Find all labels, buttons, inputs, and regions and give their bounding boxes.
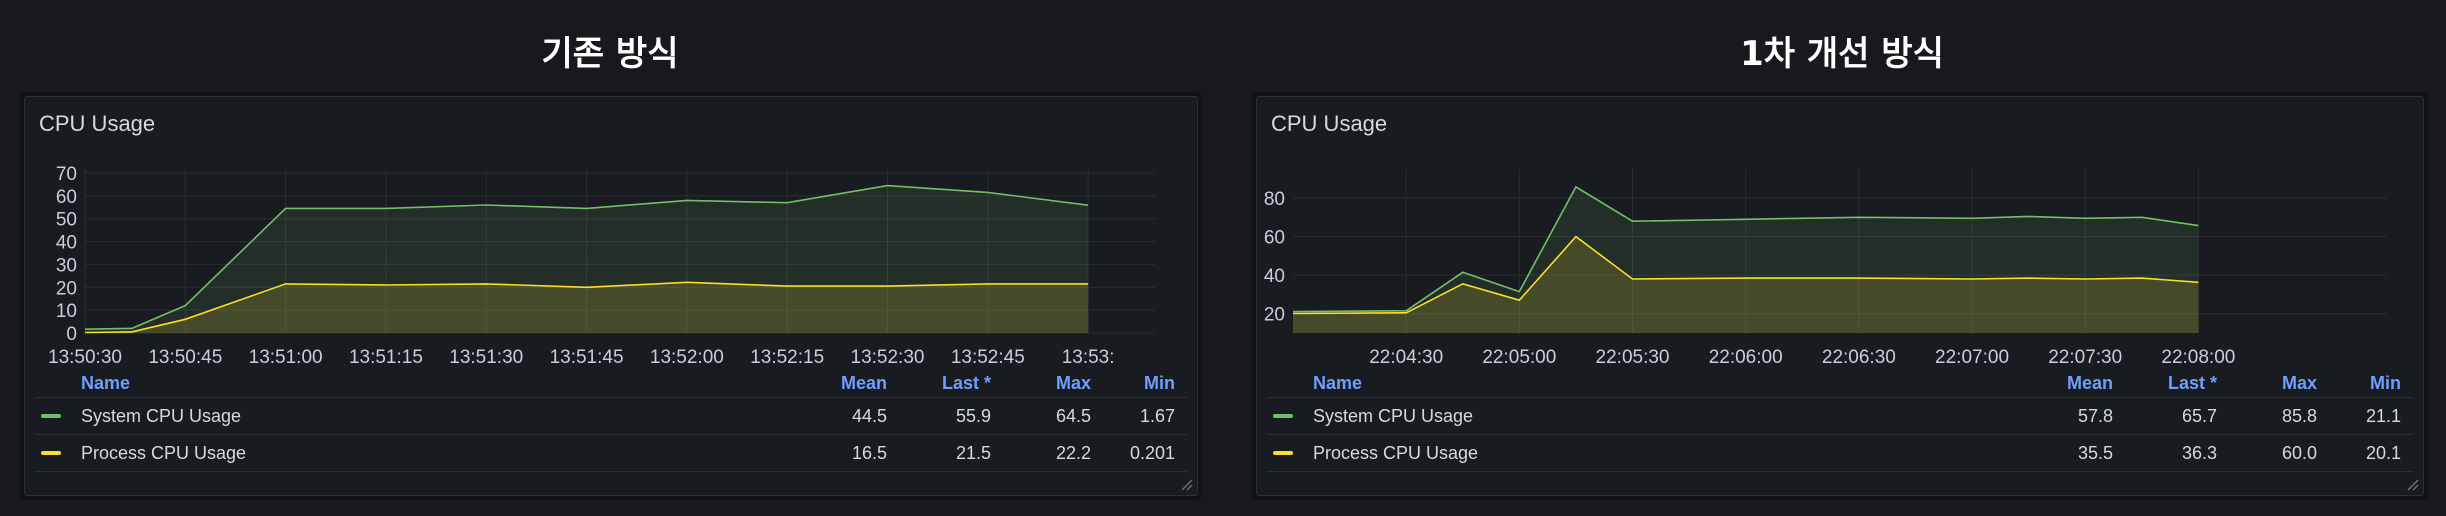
x-tick-label: 22:05:00 [1482, 347, 1556, 368]
cpu-usage-panel-baseline: CPU Usage 0 10 20 30 40 50 60 70 13:50:30 13:50:4… [24, 96, 1198, 496]
left-column-title: 기존 방식 [541, 34, 679, 74]
series-line-process [1292, 235, 2199, 315]
series-last: 21.5 [955, 443, 991, 463]
x-tick-label: 13:51:30 [449, 347, 523, 368]
x-tick-label: 13:50:45 [148, 347, 222, 368]
x-tick-label: 22:06:30 [1822, 347, 1896, 368]
legend-header-max[interactable]: Max [1055, 373, 1091, 393]
right-column-title: 1차 개선 방식 [1740, 34, 1944, 74]
series-name[interactable]: Process CPU Usage [1313, 443, 1479, 463]
series-mean: 57.8 [2077, 406, 2113, 426]
legend-header-name[interactable]: Name [81, 373, 131, 393]
series-last: 65.7 [2181, 406, 2217, 426]
y-tick-label: 40 [56, 233, 77, 254]
x-tick-label: 22:05:30 [1596, 347, 1670, 368]
legend-header-last[interactable]: Last * [2167, 373, 2217, 393]
series-name[interactable]: System CPU Usage [1313, 406, 1474, 426]
legend-header-mean[interactable]: Mean [2066, 373, 2113, 393]
legend-table: Name Mean Last * Max Min System CPU Usag… [1267, 369, 2413, 472]
y-tick-label: 70 [56, 164, 77, 185]
series-max: 60.0 [2281, 443, 2317, 463]
legend-header-min[interactable]: Min [1144, 373, 1175, 393]
legend-header-min[interactable]: Min [2370, 373, 2401, 393]
series-min: 0.201 [1129, 443, 1175, 463]
series-min: 1.67 [1139, 406, 1175, 426]
y-tick-label: 20 [56, 278, 77, 299]
y-tick-label: 0 [66, 324, 77, 345]
series-color-swatch [1273, 451, 1293, 455]
series-min: 21.1 [2365, 406, 2401, 426]
legend-row-system[interactable]: System CPU Usage 57.8 65.7 85.8 21.1 [1267, 397, 2413, 434]
x-tick-label: 22:04:30 [1369, 347, 1443, 368]
series-max: 22.2 [1055, 443, 1091, 463]
y-tick-label: 50 [56, 210, 77, 231]
legend-header-name[interactable]: Name [1313, 373, 1363, 393]
y-tick-label: 20 [1264, 305, 1285, 326]
series-mean: 16.5 [851, 443, 887, 463]
cpu-usage-panel-improved: CPU Usage 20 40 60 80 22:04:30 22:05:00 22:05:… [1256, 96, 2424, 496]
panel-title[interactable]: CPU Usage [39, 111, 156, 136]
legend-header-mean[interactable]: Mean [840, 373, 887, 393]
series-min: 20.1 [2365, 443, 2401, 463]
series-name[interactable]: System CPU Usage [81, 406, 242, 426]
legend-row-system[interactable]: System CPU Usage 44.5 55.9 64.5 1.67 [35, 397, 1187, 434]
series-last: 55.9 [955, 406, 991, 426]
y-tick-label: 60 [56, 187, 77, 208]
x-tick-label: 13:50:30 [48, 347, 122, 368]
series-area-system [85, 185, 1089, 333]
series-color-swatch [1273, 414, 1293, 418]
resize-handle-icon[interactable] [2405, 477, 2419, 491]
series-max: 85.8 [2281, 406, 2317, 426]
series-area-process [85, 282, 1089, 333]
x-tick-label: 13:52:00 [650, 347, 724, 368]
series-line-system [1292, 185, 2199, 313]
x-tick-label: 13:52:45 [951, 347, 1025, 368]
resize-handle-icon[interactable] [1179, 477, 1193, 491]
legend-table: Name Mean Last * Max Min System CPU Usag… [35, 369, 1187, 472]
y-tick-label: 10 [56, 301, 77, 322]
series-color-swatch [41, 414, 61, 418]
series-max: 64.5 [1055, 406, 1091, 426]
legend-row-process[interactable]: Process CPU Usage 16.5 21.5 22.2 0.201 [35, 434, 1187, 472]
legend-header: Name Mean Last * Max Min [35, 369, 1187, 397]
cpu-usage-chart[interactable]: 20 40 60 80 22:04:30 22:05:00 22:05:30 22:06:00… [1257, 97, 2423, 379]
series-last: 36.3 [2181, 443, 2217, 463]
series-line-system [84, 184, 1089, 330]
y-tick-label: 40 [1264, 266, 1285, 287]
x-tick-label: 22:08:00 [2161, 347, 2235, 368]
series-mean: 44.5 [851, 406, 887, 426]
x-tick-label: 22:07:30 [2048, 347, 2122, 368]
series-color-swatch [41, 451, 61, 455]
x-tick-label: 13:53: [1062, 347, 1115, 368]
series-mean: 35.5 [2077, 443, 2113, 463]
legend-header-last[interactable]: Last * [941, 373, 991, 393]
series-area-process [1293, 236, 2199, 333]
x-tick-label: 13:52:15 [750, 347, 824, 368]
series-name[interactable]: Process CPU Usage [81, 443, 247, 463]
y-tick-label: 60 [1264, 228, 1285, 249]
panel-title[interactable]: CPU Usage [1271, 111, 1388, 136]
series-area-system [1293, 186, 2199, 333]
x-tick-label: 22:07:00 [1935, 347, 2009, 368]
legend-header-max[interactable]: Max [2281, 373, 2317, 393]
legend-header: Name Mean Last * Max Min [1267, 369, 2413, 397]
x-tick-label: 13:52:30 [851, 347, 925, 368]
y-tick-label: 80 [1264, 189, 1285, 210]
x-tick-label: 22:06:00 [1709, 347, 1783, 368]
x-tick-label: 13:51:15 [349, 347, 423, 368]
x-tick-label: 13:51:45 [550, 347, 624, 368]
series-line-process [84, 281, 1089, 334]
legend-row-process[interactable]: Process CPU Usage 35.5 36.3 60.0 20.1 [1267, 434, 2413, 472]
y-tick-label: 30 [56, 255, 77, 276]
x-tick-label: 13:51:00 [249, 347, 323, 368]
